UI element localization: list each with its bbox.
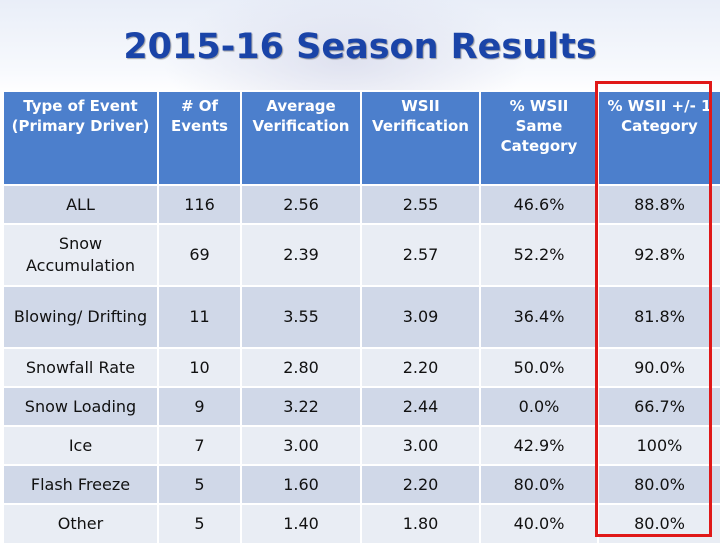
cell-wsii-same-category: 46.6% [479,184,599,225]
cell-wsii-plus-minus-one: 80.0% [597,464,720,505]
cell-wsii-plus-minus-one: 88.8% [597,184,720,225]
cell-event-count: 69 [157,223,242,287]
cell-wsii-plus-minus-one: 80.0% [597,503,720,545]
results-table: Type of Event (Primary Driver) # Of Even… [2,90,720,545]
cell-wsii-verification: 1.80 [360,503,481,545]
cell-wsii-same-category: 40.0% [479,503,599,545]
table-row: Snow Accumulation 69 2.39 2.57 52.2% 92.… [2,223,720,287]
cell-event-count: 9 [157,386,242,427]
cell-event-type: Other [2,503,159,545]
cell-wsii-same-category: 50.0% [479,347,599,388]
cell-wsii-same-category: 36.4% [479,285,599,349]
cell-event-count: 10 [157,347,242,388]
slide-title: 2015-16 Season Results [123,27,597,67]
cell-average-verification: 3.55 [240,285,362,349]
header-wsii-verification: WSII Verification [360,90,481,186]
cell-wsii-plus-minus-one: 100% [597,425,720,466]
cell-event-type: Flash Freeze [2,464,159,505]
table-row: Other 5 1.40 1.80 40.0% 80.0% [2,503,720,545]
header-average-verification: Average Verification [240,90,362,186]
cell-average-verification: 2.80 [240,347,362,388]
table-row: Snow Loading 9 3.22 2.44 0.0% 66.7% [2,386,720,427]
header-wsii-plus-minus-one: % WSII +/- 1 Category [597,90,720,186]
header-event-type: Type of Event (Primary Driver) [2,90,159,186]
cell-wsii-verification: 2.44 [360,386,481,427]
table-row: Flash Freeze 5 1.60 2.20 80.0% 80.0% [2,464,720,505]
table-row: Snowfall Rate 10 2.80 2.20 50.0% 90.0% [2,347,720,388]
cell-wsii-plus-minus-one: 66.7% [597,386,720,427]
cell-wsii-verification: 3.09 [360,285,481,349]
cell-event-type: ALL [2,184,159,225]
cell-wsii-plus-minus-one: 81.8% [597,285,720,349]
cell-average-verification: 2.39 [240,223,362,287]
cell-wsii-same-category: 80.0% [479,464,599,505]
header-event-count: # Of Events [157,90,242,186]
cell-wsii-plus-minus-one: 92.8% [597,223,720,287]
cell-average-verification: 2.56 [240,184,362,225]
cell-event-count: 7 [157,425,242,466]
cell-event-count: 5 [157,503,242,545]
cell-average-verification: 3.00 [240,425,362,466]
table-row: ALL 116 2.56 2.55 46.6% 88.8% [2,184,720,225]
cell-average-verification: 1.40 [240,503,362,545]
cell-event-type: Blowing/ Drifting [2,285,159,349]
cell-event-type: Snowfall Rate [2,347,159,388]
cell-wsii-verification: 3.00 [360,425,481,466]
cell-event-type: Snow Loading [2,386,159,427]
cell-average-verification: 1.60 [240,464,362,505]
table-header-row: Type of Event (Primary Driver) # Of Even… [2,90,720,186]
cell-wsii-same-category: 52.2% [479,223,599,287]
cell-event-count: 11 [157,285,242,349]
table-row: Ice 7 3.00 3.00 42.9% 100% [2,425,720,466]
cell-event-count: 5 [157,464,242,505]
cell-wsii-plus-minus-one: 90.0% [597,347,720,388]
cell-wsii-same-category: 0.0% [479,386,599,427]
cell-event-type: Snow Accumulation [2,223,159,287]
cell-wsii-verification: 2.20 [360,464,481,505]
cell-event-type: Ice [2,425,159,466]
cell-wsii-verification: 2.20 [360,347,481,388]
cell-average-verification: 3.22 [240,386,362,427]
cell-wsii-verification: 2.57 [360,223,481,287]
cell-event-count: 116 [157,184,242,225]
header-wsii-same-category: % WSII Same Category [479,90,599,186]
table-row: Blowing/ Drifting 11 3.55 3.09 36.4% 81.… [2,285,720,349]
cell-wsii-same-category: 42.9% [479,425,599,466]
cell-wsii-verification: 2.55 [360,184,481,225]
